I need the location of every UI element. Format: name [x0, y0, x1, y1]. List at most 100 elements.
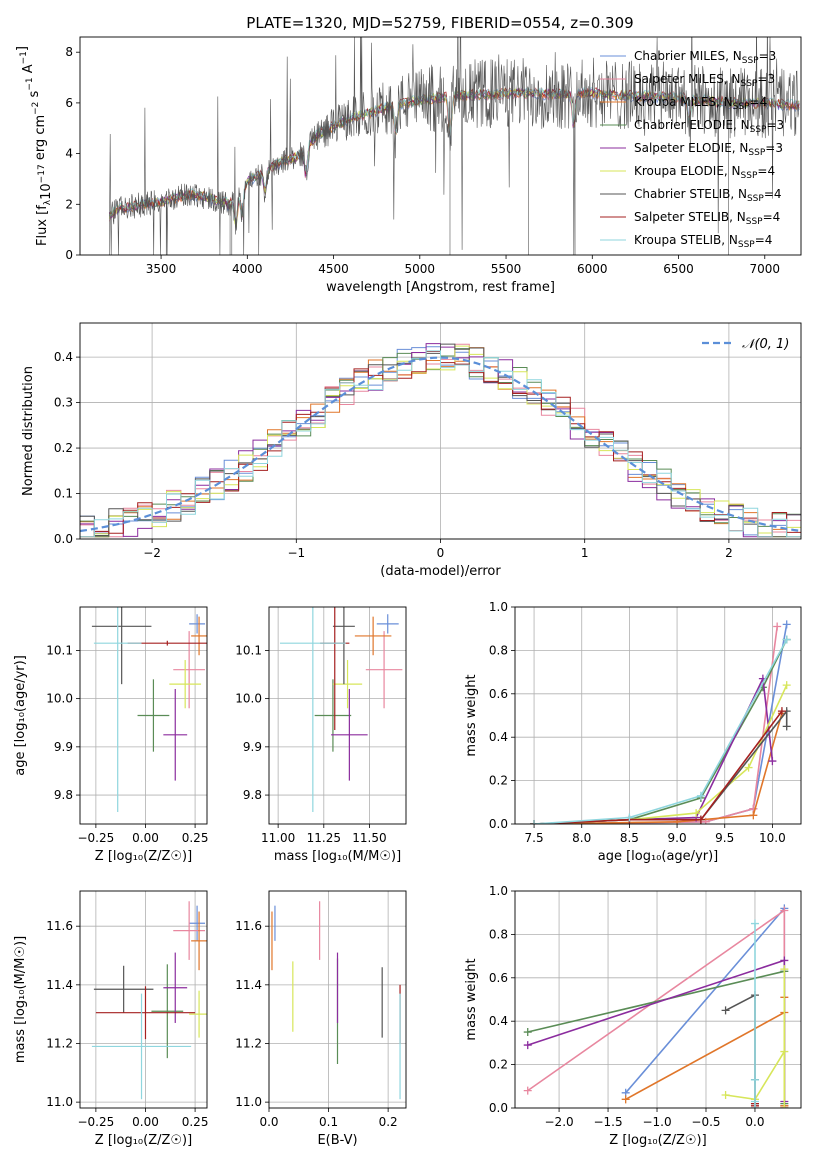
- x-axis-label: Z [log₁₀(Z/Z☉)]: [95, 849, 192, 864]
- age_vs_Z-plot-area: [91, 607, 207, 812]
- axes-frame: [514, 890, 802, 1109]
- y-tick-label: 0.8: [489, 643, 508, 657]
- y-tick-label: 11.4: [46, 978, 73, 992]
- legend-label: Salpeter STELIB, NSSP=4: [634, 210, 780, 227]
- x-tick-label: 7000: [750, 262, 781, 276]
- y-tick-label: 0.4: [54, 350, 73, 364]
- x-tick-label: 0.0: [259, 1115, 278, 1129]
- spectrum-data: [109, 37, 800, 255]
- x-tick-label: −1.0: [642, 1115, 671, 1129]
- x-tick-label: 1: [581, 546, 589, 560]
- y-tick-label: 9.9: [54, 740, 73, 754]
- legend-label: Chabrier ELODIE, NSSP=3: [634, 118, 784, 135]
- legend-label: Chabrier STELIB, NSSP=4: [634, 187, 782, 204]
- y-tick-label: 9.8: [54, 788, 73, 802]
- y-tick-label: 0.2: [54, 441, 73, 455]
- y-tick-label: 1.0: [489, 600, 508, 614]
- y-tick-label: 0: [65, 248, 73, 262]
- x-tick-label: −0.5: [691, 1115, 720, 1129]
- y-tick-label: 4: [65, 147, 73, 161]
- y-tick-label: 0.6: [489, 971, 508, 985]
- y-tick-label: 0.0: [489, 817, 508, 831]
- age_vs_mass-axes: 11.00 11.25 11.50 9.8 9.9 10.0 10.1 mass [log₁₀…: [235, 606, 407, 864]
- legend-label: Chabrier MILES, NSSP=3: [634, 49, 776, 66]
- weight-marker-kroupa-stelib: [696, 791, 705, 800]
- x-tick-label: 0.25: [182, 831, 209, 845]
- weight-marker-kroupa-elodie: [780, 1047, 789, 1056]
- mass_weight_vs_age-plot-area: [530, 620, 791, 824]
- y-tick-label: 0.0: [54, 532, 73, 546]
- y-tick-label: 0.4: [489, 730, 508, 744]
- weight-marker-kroupa-elodie: [780, 965, 789, 974]
- mass_vs_EBV-plot-area: [271, 901, 401, 1100]
- x-tick-label: 4000: [232, 262, 263, 276]
- legend-label: Kroupa STELIB, NSSP=4: [634, 233, 772, 250]
- x-tick-label: 11.50: [352, 831, 386, 845]
- x-axis-label: mass [log₁₀(M/M☉)]: [274, 849, 401, 864]
- weight-marker-kroupa-elodie: [692, 809, 701, 818]
- y-tick-label: 1.0: [489, 884, 508, 898]
- weight-marker-kroupa-stelib: [750, 919, 759, 928]
- weight-marker-salpeter-elodie: [768, 757, 777, 766]
- weight-marker-kroupa-stelib: [782, 635, 791, 644]
- y-tick-label: 2: [65, 197, 73, 211]
- x-tick-label: 9.0: [668, 831, 687, 845]
- y-tick-label: 9.8: [243, 788, 262, 802]
- x-tick-label: −2: [143, 546, 161, 560]
- weight-marker-kroupa-stelib: [530, 820, 539, 824]
- weight-marker-kroupa-elodie: [721, 1090, 730, 1099]
- x-axis-label: wavelength [Angstrom, rest frame]: [326, 280, 555, 295]
- spectrum-plot-area: [108, 37, 800, 255]
- residuals-axes: −2 −1 0 1 2 0.0 0.1 0.2 0.3 0.4 (data-model)/error…: [21, 322, 802, 579]
- y-tick-label: 11.0: [46, 1095, 73, 1109]
- weight-marker-salpeter-stelib: [777, 707, 786, 716]
- histogram-kroupa-elodie: [80, 345, 801, 538]
- weight-marker-salpeter-elodie: [523, 1041, 532, 1050]
- figure-title: PLATE=1320, MJD=52759, FIBERID=0554, z=0…: [246, 14, 633, 32]
- x-tick-label: 6000: [577, 262, 608, 276]
- x-tick-label: 10.0: [759, 831, 786, 845]
- axes-frame: [79, 322, 802, 540]
- x-tick-label: 0.2: [379, 1115, 398, 1129]
- weight-marker-kroupa-elodie: [780, 1104, 789, 1108]
- y-tick-label: 0.0: [489, 1101, 508, 1115]
- x-axis-label: age [log₁₀(age/yr)]: [598, 849, 719, 864]
- weight-marker-kroupa-stelib: [750, 1075, 759, 1084]
- x-tick-label: 0: [437, 546, 445, 560]
- x-tick-label: −1.5: [593, 1115, 622, 1129]
- weight-line-kroupa-stelib: [534, 639, 788, 824]
- y-tick-label: 6: [65, 96, 73, 110]
- x-tick-label: −2.0: [545, 1115, 574, 1129]
- y-tick-label: 10.0: [46, 692, 73, 706]
- x-tick-label: 5500: [491, 262, 522, 276]
- y-tick-label: 9.9: [243, 740, 262, 754]
- x-tick-label: −0.25: [77, 831, 114, 845]
- y-axis-label: mass [log₁₀(M/M☉)]: [13, 936, 28, 1063]
- legend-label: Salpeter MILES, NSSP=3: [634, 72, 775, 89]
- mass_weight_vs_age-axes: 7.5 8.0 8.5 9.0 9.5 10.0 0.0 0.2 0.4 0.6 0.8 1.0 age…: [464, 600, 802, 864]
- spectrum-line-kroupa-stelib: [109, 86, 800, 224]
- weight-line-kroupa-miles: [534, 713, 783, 824]
- age_vs_mass-plot-area: [279, 607, 403, 812]
- x-tick-label: 0.0: [745, 1115, 764, 1129]
- y-tick-label: 0.4: [489, 1014, 508, 1028]
- y-tick-label: 0.8: [489, 927, 508, 941]
- y-tick-label: 11.2: [46, 1036, 73, 1050]
- weight-marker-chabrier-miles: [782, 620, 791, 629]
- weight-marker-salpeter-miles: [773, 622, 782, 631]
- x-tick-label: 8.5: [620, 831, 639, 845]
- x-tick-label: 9.5: [715, 831, 734, 845]
- weight-marker-chabrier-elodie: [523, 1028, 532, 1037]
- y-tick-label: 0.6: [489, 687, 508, 701]
- y-tick-label: 10.0: [235, 692, 262, 706]
- x-tick-label: 11.00: [261, 831, 295, 845]
- y-tick-label: 11.4: [235, 978, 262, 992]
- y-tick-label: 0.3: [54, 396, 73, 410]
- weight-marker-kroupa-elodie: [744, 763, 753, 772]
- x-axis-label: Z [log₁₀(Z/Z☉)]: [609, 1133, 706, 1148]
- y-axis-label: Normed distribution: [21, 366, 36, 496]
- y-axis-label: mass weight: [464, 674, 479, 756]
- axes-frame: [268, 890, 407, 1109]
- axes-frame: [79, 36, 802, 256]
